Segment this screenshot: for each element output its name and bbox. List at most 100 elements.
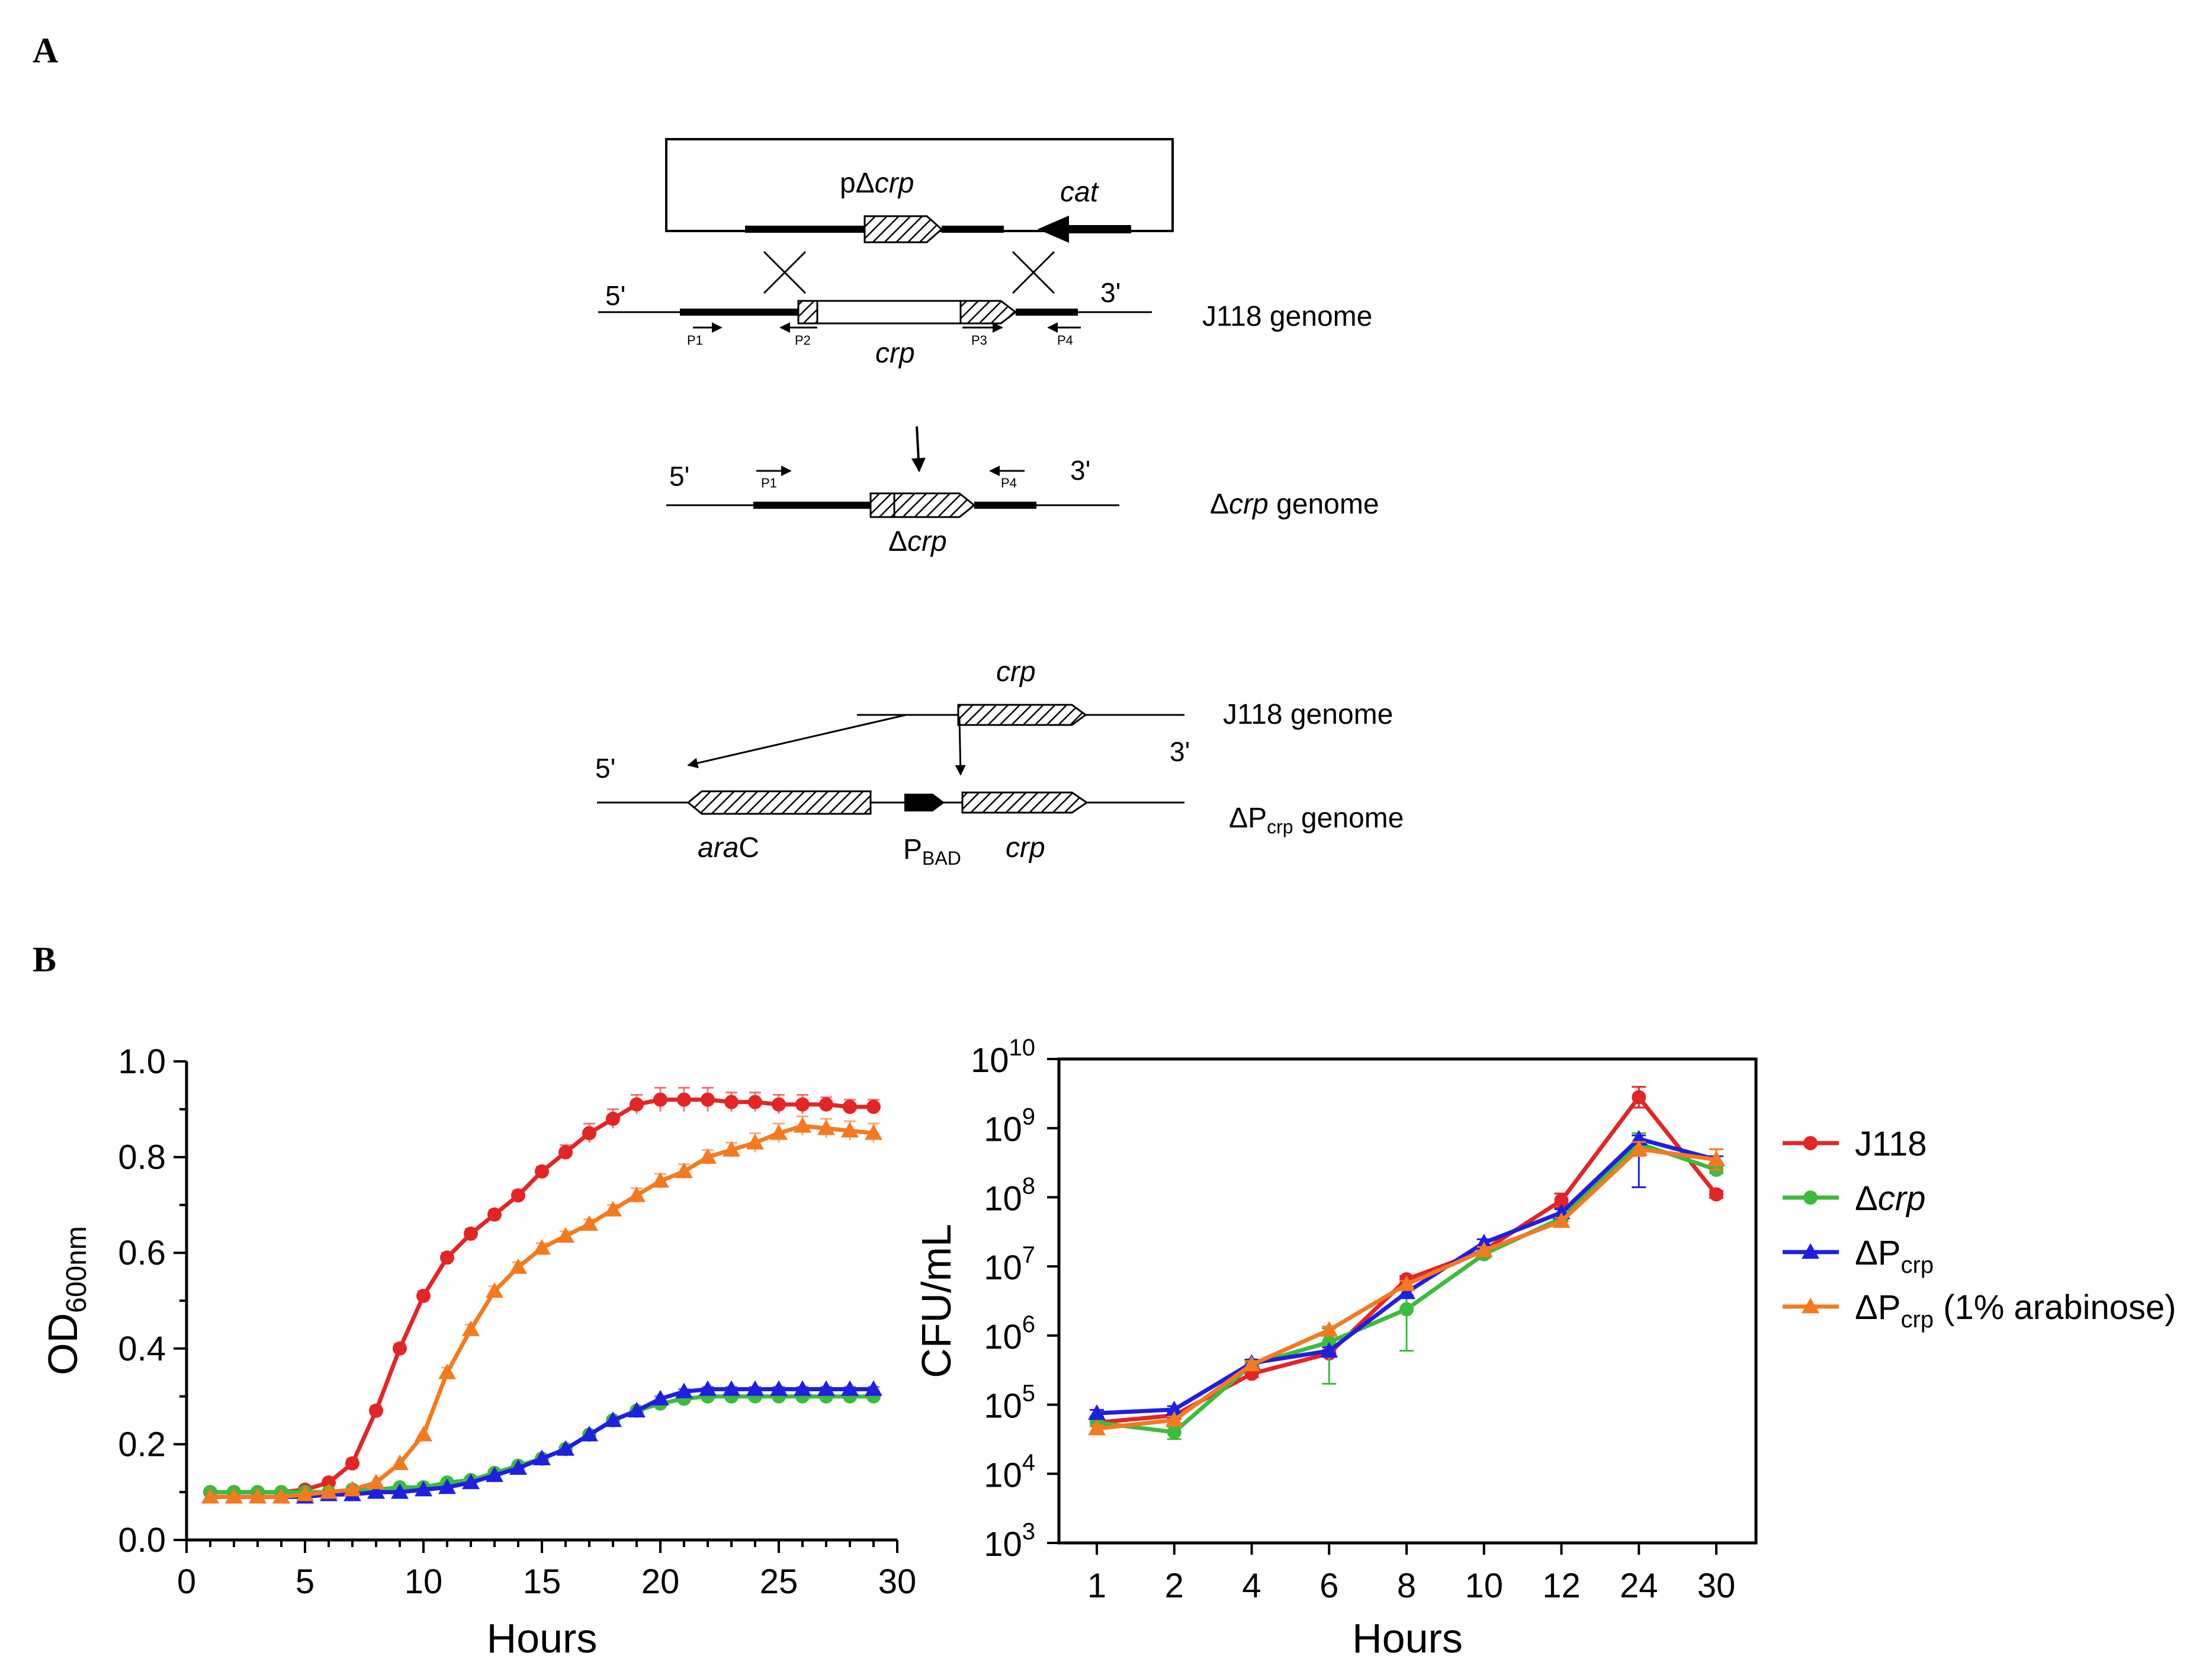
cfu-point (1709, 1187, 1723, 1202)
od-point (675, 1382, 693, 1398)
cfu-point (1398, 1283, 1415, 1299)
plasmid-name: pΔcrp (840, 168, 914, 199)
cfu-x-tick-label: 24 (1620, 1567, 1658, 1605)
od-point (723, 1380, 740, 1396)
cfu-point (1707, 1150, 1725, 1167)
od-y-tick-label: 1.0 (118, 1042, 166, 1081)
cat-gene-arrow (1038, 216, 1069, 243)
tick-base: 10 (984, 1525, 1022, 1564)
od-y-tick-label: 0.6 (118, 1234, 166, 1272)
od-point (557, 1227, 574, 1243)
cfu-y-axis-label: CFU/mL (913, 1224, 959, 1378)
three-prime: 3' (1100, 277, 1121, 308)
crossover-left-b (763, 251, 807, 294)
od-y-axis-label: OD600nm (40, 1226, 92, 1375)
cfu-y-tick-label: 107 (984, 1242, 1035, 1287)
plasmid-hatched-crp (863, 215, 943, 243)
cfu-y-tick-label: 104 (984, 1449, 1035, 1494)
insertion-line-right (955, 716, 966, 776)
od-point (651, 1172, 669, 1188)
od-point (841, 1380, 859, 1396)
od-point (391, 1483, 409, 1499)
tick-base: 10 (984, 1179, 1022, 1218)
dcrp-label: Δcrp (888, 526, 947, 557)
legend-sub: crp (1900, 1307, 1934, 1333)
legend-item-dPcrp_ara: ΔPcrp (1% arabinose) (1783, 1288, 2176, 1333)
od-x-tick-label: 0 (177, 1562, 196, 1601)
od-y-tick-label: 0.4 (118, 1330, 166, 1368)
od-point (415, 1426, 432, 1442)
od-point (580, 1215, 598, 1231)
genome-name: J118 genome (1202, 301, 1372, 332)
tick-base: 10 (984, 1387, 1022, 1426)
od-point (416, 1288, 431, 1303)
crp-label: crp (875, 338, 915, 369)
od-point (462, 1474, 480, 1490)
od-point (653, 1092, 667, 1107)
od-point (201, 1488, 219, 1504)
tick-exponent: 5 (1022, 1381, 1035, 1407)
od-point (249, 1488, 267, 1504)
five-prime: 5' (669, 461, 689, 492)
cfu-y-tick-label: 106 (984, 1311, 1035, 1356)
od-point (817, 1380, 835, 1396)
legend-marker (1803, 1191, 1818, 1205)
cfu-point (1552, 1212, 1571, 1228)
od-point (296, 1485, 314, 1501)
cat-label: cat (1060, 177, 1099, 208)
od-x-tick-label: 15 (523, 1562, 561, 1601)
od-point (746, 1134, 764, 1150)
legend-item-J118: J118 (1783, 1125, 1927, 1163)
od-point (772, 1097, 786, 1112)
legend-prefix: ΔP (1855, 1234, 1900, 1272)
legend-italic: crp (1878, 1179, 1926, 1218)
cfu-point (1630, 1140, 1648, 1156)
od-point (604, 1201, 622, 1217)
od-point (582, 1126, 596, 1141)
three-prime: 3' (1070, 455, 1090, 486)
od-point (367, 1474, 385, 1490)
legend-prefix: Δ (1855, 1179, 1878, 1218)
primer-p1: P1 (761, 476, 777, 490)
legend-label: ΔPcrp (1855, 1234, 1934, 1278)
legend-marker (1803, 1136, 1818, 1150)
primer-p1: P1 (687, 333, 703, 348)
cfu-y-tick-label: 103 (984, 1519, 1035, 1564)
cfu-point (1088, 1420, 1106, 1436)
legend-suffix: (1% arabinose) (1934, 1288, 2176, 1327)
cfu-series-group (1088, 1086, 1725, 1440)
cfu-x-axis-label: Hours (1352, 1615, 1463, 1661)
od-point (794, 1117, 811, 1133)
od-point (746, 1380, 764, 1396)
od-point (794, 1380, 811, 1396)
tick-base: 10 (984, 1456, 1022, 1494)
cfu-point (1165, 1400, 1183, 1417)
od-point (440, 1250, 454, 1265)
panel-a-label: A (33, 31, 58, 70)
od-line-dcrp (210, 1394, 874, 1494)
cfu-x-tick-label: 1 (1087, 1567, 1106, 1605)
legend-marker (1802, 1298, 1819, 1314)
crp-5prime-hatch (797, 300, 818, 325)
od-point (628, 1186, 646, 1202)
legend-sub: crp (1900, 1252, 1934, 1278)
od-point (511, 1188, 525, 1203)
tick-exponent: 4 (1022, 1449, 1035, 1475)
od-point (701, 1092, 715, 1107)
od-series-group (201, 1086, 882, 1504)
od-point (393, 1341, 407, 1356)
cfu-y-tick-label: 1010 (971, 1035, 1035, 1080)
od-x-tick-label: 10 (404, 1562, 443, 1601)
tick-exponent: 7 (1022, 1242, 1035, 1268)
od-point (841, 1122, 859, 1138)
od-point (509, 1459, 527, 1475)
arac-hatch (686, 790, 872, 815)
od-point (866, 1099, 881, 1114)
od-line-J118 (210, 1098, 874, 1494)
cfu-point (1475, 1241, 1493, 1257)
od-x-tick-label: 20 (641, 1562, 680, 1601)
od-point (604, 1411, 622, 1427)
legend-label: J118 (1855, 1125, 1927, 1163)
